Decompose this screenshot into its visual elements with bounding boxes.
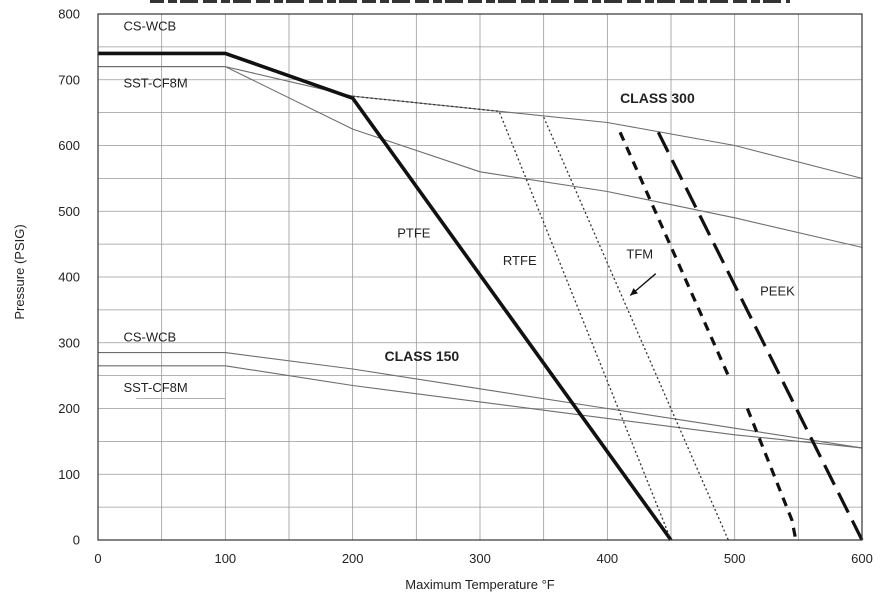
y-tick-label: 600	[58, 138, 80, 153]
series-line-rtfe	[352, 95, 672, 541]
series-group	[98, 51, 864, 542]
series-line-cs-wcb-class-150	[98, 352, 863, 449]
annotation-cs-wcb: CS-WCB	[123, 329, 176, 344]
x-tick-label: 600	[851, 551, 873, 566]
series-line-ptfe	[98, 51, 673, 542]
x-tick-label: 200	[342, 551, 364, 566]
x-axis-label: Maximum Temperature °F	[405, 577, 555, 592]
annotation-sst-cf8m: SST-CF8M	[123, 76, 187, 91]
series-line-sst-cf8m-class-300	[98, 66, 863, 248]
annotation-cs-wcb: CS-WCB	[123, 18, 176, 33]
annotation-class-150: CLASS 150	[385, 348, 460, 364]
x-tick-label: 100	[214, 551, 236, 566]
series-line-peek	[656, 131, 864, 541]
series-line-peek	[618, 131, 730, 377]
x-tick-label: 400	[596, 551, 618, 566]
y-tick-label: 500	[58, 204, 80, 219]
x-tick-label: 300	[469, 551, 491, 566]
series-line-sst-cf8m-class-150	[98, 365, 863, 449]
annotation-rtfe: RTFE	[503, 253, 537, 268]
annotation-peek: PEEK	[760, 283, 795, 298]
arrow-group	[629, 273, 657, 296]
series-line-peek	[745, 407, 798, 541]
y-tick-label: 700	[58, 72, 80, 87]
x-tick-label: 0	[94, 551, 101, 566]
y-tick-label: 400	[58, 270, 80, 285]
y-tick-label: 0	[73, 533, 80, 548]
plot-frame	[97, 13, 863, 541]
axes: 0 100 200 300 400 500 600 0 100 200 300 400 500 600 70…	[58, 7, 873, 567]
series-line-tfm	[543, 116, 729, 541]
annotation-sst-cf8m: SST-CF8M	[123, 380, 187, 395]
y-tick-label: 100	[58, 467, 80, 482]
annotations: CS-WCB SST-CF8M CLASS 300 PTFE RTFE TFM PEEK CS…	[123, 18, 795, 395]
annotation-tfm: TFM	[626, 247, 653, 262]
y-tick-label: 800	[58, 7, 80, 22]
annotation-ptfe: PTFE	[397, 226, 431, 241]
y-axis-label: Pressure (PSIG)	[12, 224, 27, 319]
y-tick-label: 300	[58, 335, 80, 350]
x-tick-label: 500	[724, 551, 746, 566]
cropped-title-strip	[150, 0, 790, 7]
annotation-class-300: CLASS 300	[620, 90, 695, 106]
tfm-arrowhead	[630, 288, 638, 296]
y-tick-label: 200	[58, 401, 80, 416]
